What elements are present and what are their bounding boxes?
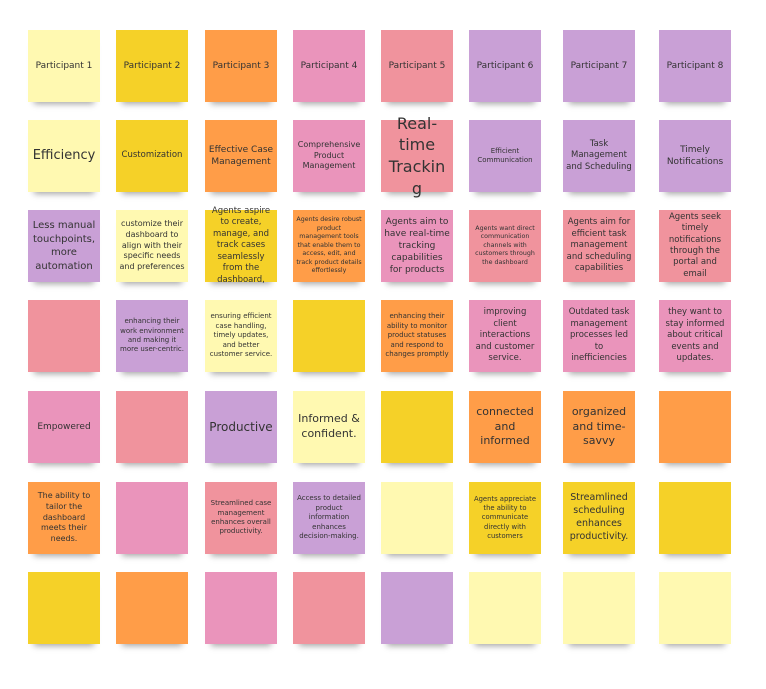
sticky-note[interactable]: Agents want direct communication channel…	[469, 210, 541, 282]
sticky-note[interactable]: Participant 8	[659, 30, 731, 102]
sticky-note[interactable]: Efficient Communication	[469, 120, 541, 192]
sticky-note[interactable]: Real-time Tracking	[381, 114, 453, 198]
sticky-note-text: Participant 6	[476, 60, 534, 71]
sticky-note-text: Agents want direct communication channel…	[475, 224, 535, 266]
sticky-note[interactable]	[116, 572, 188, 644]
sticky-note[interactable]	[28, 572, 100, 644]
sticky-note[interactable]	[116, 391, 188, 463]
sticky-note[interactable]: Informed & confident.	[293, 391, 365, 463]
sticky-note[interactable]: Participant 5	[381, 30, 453, 102]
sticky-note[interactable]	[116, 482, 188, 554]
sticky-note[interactable]: Participant 7	[563, 30, 635, 102]
sticky-note-text: Outdated task management processes led t…	[568, 307, 630, 364]
sticky-note-text: connected and informed	[476, 404, 534, 448]
sticky-note[interactable]: Agents seek timely notifications through…	[659, 210, 731, 282]
sticky-note[interactable]: Access to detailed product information e…	[293, 482, 365, 554]
sticky-note[interactable]: improving client interactions and custom…	[469, 300, 541, 372]
sticky-note[interactable]: Participant 4	[293, 30, 365, 102]
sticky-note-text: Participant 8	[666, 60, 724, 71]
sticky-note[interactable]	[293, 300, 365, 372]
sticky-note-text: Streamlined case management enhances ove…	[210, 499, 272, 536]
sticky-note[interactable]: organized and time-savvy	[563, 391, 635, 463]
sticky-note[interactable]: Customization	[116, 120, 188, 192]
sticky-note[interactable]	[28, 300, 100, 372]
sticky-note[interactable]: Outdated task management processes led t…	[563, 300, 635, 372]
sticky-note-text: The ability to tailor the dashboard meet…	[37, 491, 91, 544]
sticky-note[interactable]: Participant 6	[469, 30, 541, 102]
sticky-note-text: Agents aspire to create, manage, and tra…	[211, 205, 271, 285]
sticky-note[interactable]: Less manual touchpoints, more automation	[28, 210, 100, 282]
sticky-note-text: Task Management and Scheduling	[566, 138, 632, 172]
sticky-note[interactable]	[659, 482, 731, 554]
sticky-note-text: Access to detailed product information e…	[297, 494, 361, 541]
sticky-note[interactable]	[293, 572, 365, 644]
sticky-note-text: Agents desire robust product management …	[296, 216, 362, 275]
sticky-note[interactable]	[381, 482, 453, 554]
sticky-note-text: Agents aim for efficient task management…	[566, 217, 632, 274]
sticky-note-text: customize their dashboard to align with …	[119, 219, 185, 272]
sticky-note-text: they want to stay informed about critica…	[665, 307, 725, 364]
sticky-note-text: Participant 4	[300, 60, 358, 71]
sticky-note-text: enhancing their ability to monitor produ…	[385, 312, 449, 359]
sticky-note-text: Real-time Tracking	[388, 113, 446, 198]
sticky-note-text: enhancing their work environment and mak…	[120, 317, 184, 354]
sticky-note[interactable]: enhancing their ability to monitor produ…	[381, 300, 453, 372]
sticky-note-text: Timely Notifications	[666, 144, 724, 167]
sticky-note[interactable]	[205, 572, 277, 644]
sticky-note[interactable]: Empowered	[28, 391, 100, 463]
sticky-note-text: Less manual touchpoints, more automation	[32, 220, 96, 272]
sticky-note-text: Efficient Communication	[477, 146, 533, 164]
sticky-note-text: Informed & confident.	[298, 412, 360, 440]
sticky-note[interactable]: Agents desire robust product management …	[293, 210, 365, 282]
sticky-note-text: Participant 1	[35, 60, 93, 71]
sticky-note-text: Efficiency	[32, 148, 96, 164]
sticky-note-text: Participant 3	[212, 60, 270, 71]
sticky-note-text: Agents seek timely notifications through…	[668, 211, 722, 279]
sticky-note-text: Customization	[121, 150, 183, 161]
sticky-note-text: improving client interactions and custom…	[475, 307, 535, 364]
sticky-note[interactable]: Agents aspire to create, manage, and tra…	[205, 206, 277, 285]
sticky-note[interactable]: enhancing their work environment and mak…	[116, 300, 188, 372]
sticky-note-text: Empowered	[37, 421, 91, 432]
sticky-note-text: Effective Case Management	[208, 144, 274, 167]
sticky-note[interactable]	[659, 572, 731, 644]
sticky-note[interactable]: Streamlined scheduling enhances producti…	[563, 482, 635, 554]
sticky-note-text: Agents aim to have real-time tracking ca…	[384, 216, 450, 276]
sticky-note-text: Agents appreciate the ability to communi…	[473, 495, 537, 540]
sticky-note[interactable]: Timely Notifications	[659, 120, 731, 192]
sticky-note[interactable]: Agents aim to have real-time tracking ca…	[381, 210, 453, 282]
sticky-note-text: Participant 5	[388, 60, 446, 71]
sticky-note-text: Comprehensive Product Management	[297, 139, 361, 171]
sticky-note-text: Participant 2	[123, 60, 181, 71]
sticky-note[interactable]: Comprehensive Product Management	[293, 120, 365, 192]
sticky-note[interactable]: The ability to tailor the dashboard meet…	[28, 482, 100, 554]
sticky-note-text: Participant 7	[570, 60, 628, 71]
sticky-note-text: organized and time-savvy	[571, 404, 627, 448]
sticky-note[interactable]: Participant 2	[116, 30, 188, 102]
sticky-note[interactable]: Agents aim for efficient task management…	[563, 210, 635, 282]
sticky-note[interactable]: Task Management and Scheduling	[563, 120, 635, 192]
sticky-note[interactable]: Efficiency	[28, 120, 100, 192]
sticky-note[interactable]	[659, 391, 731, 463]
sticky-note[interactable]	[381, 572, 453, 644]
sticky-note-text: ensuring efficient case handling, timely…	[209, 312, 273, 359]
sticky-note[interactable]	[469, 572, 541, 644]
sticky-note[interactable]: Effective Case Management	[205, 120, 277, 192]
sticky-note-text: Streamlined scheduling enhances producti…	[569, 492, 629, 542]
sticky-note[interactable]: Agents appreciate the ability to communi…	[469, 482, 541, 554]
sticky-note-text: Productive	[209, 419, 273, 434]
sticky-note[interactable]	[381, 391, 453, 463]
sticky-note[interactable]: ensuring efficient case handling, timely…	[205, 300, 277, 372]
sticky-note[interactable]: customize their dashboard to align with …	[116, 210, 188, 282]
sticky-note[interactable]: Productive	[205, 391, 277, 463]
sticky-note[interactable]: Participant 1	[28, 30, 100, 102]
sticky-note[interactable]: connected and informed	[469, 391, 541, 463]
sticky-note[interactable]: Streamlined case management enhances ove…	[205, 482, 277, 554]
sticky-note[interactable]: Participant 3	[205, 30, 277, 102]
sticky-note[interactable]	[563, 572, 635, 644]
sticky-note[interactable]: they want to stay informed about critica…	[659, 300, 731, 372]
